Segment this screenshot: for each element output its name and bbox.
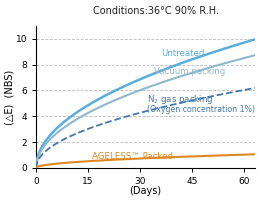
Y-axis label: (△E)  (NBS): (△E) (NBS): [4, 69, 14, 125]
Text: Untreated: Untreated: [161, 49, 204, 58]
X-axis label: (Days): (Days): [129, 186, 161, 196]
Text: Vacuum packing: Vacuum packing: [154, 67, 225, 76]
Text: (Oxygen concentration 1%): (Oxygen concentration 1%): [147, 105, 255, 114]
Text: N$_2$ gas packing: N$_2$ gas packing: [147, 93, 214, 106]
Text: AGELESS™ Packed: AGELESS™ Packed: [92, 152, 173, 161]
Text: Conditions:36°C 90% R.H.: Conditions:36°C 90% R.H.: [93, 6, 219, 16]
